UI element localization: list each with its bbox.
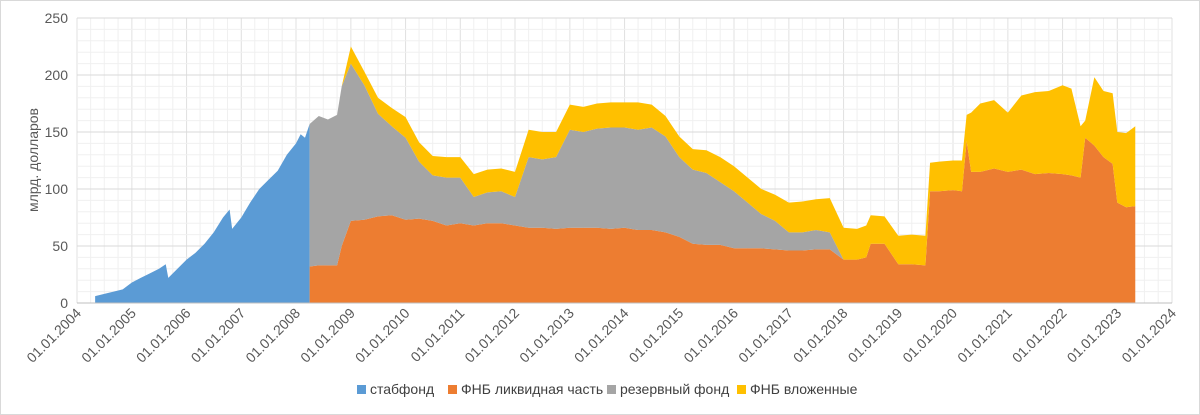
series-areas <box>95 46 1136 304</box>
y-axis-label: млрд. долларов <box>25 108 41 212</box>
x-tick-label: 01.01.2009 <box>297 305 358 366</box>
x-tick-label: 01.01.2007 <box>188 305 249 366</box>
x-tick-label: 01.01.2014 <box>571 305 632 366</box>
y-tick-label: 100 <box>45 181 69 197</box>
legend: стабфонд ФНБ ликвидная часть резервный фон… <box>357 381 858 397</box>
y-tick-label: 0 <box>60 295 68 311</box>
legend-label: стабфонд <box>370 381 434 397</box>
x-tick-label: 01.01.2016 <box>680 305 741 366</box>
area-fnb-liquid <box>309 137 1136 303</box>
x-tick-label: 01.01.2011 <box>407 305 467 365</box>
legend-swatch <box>737 385 746 394</box>
legend-swatch <box>357 385 366 394</box>
x-tick-label: 01.01.2020 <box>899 305 960 366</box>
legend-label: ФНБ вложенные <box>750 381 858 397</box>
x-tick-label: 01.01.2006 <box>133 305 194 366</box>
area-stabfond <box>95 124 310 304</box>
x-tick-label: 01.01.2008 <box>242 305 303 366</box>
x-tick-label: 01.01.2015 <box>626 305 687 366</box>
area-fnb-invested <box>309 46 1136 266</box>
x-tick-label: 01.01.2021 <box>954 305 1015 366</box>
legend-swatch <box>448 385 457 394</box>
x-tick-label: 01.01.2024 <box>1118 305 1179 366</box>
x-tick-labels: 01.01.200401.01.200501.01.200601.01.2007… <box>23 305 1179 366</box>
y-tick-label: 50 <box>52 238 68 254</box>
x-tick-label: 01.01.2018 <box>790 305 851 366</box>
x-tick-label: 01.01.2012 <box>461 305 522 366</box>
legend-label: резервный фонд <box>620 381 729 397</box>
x-tick-label: 01.01.2022 <box>1009 305 1070 366</box>
y-tick-label: 200 <box>45 67 69 83</box>
y-tick-labels: 0 50 100 150 200 250 <box>45 10 69 311</box>
x-tick-label: 01.01.2004 <box>23 305 84 366</box>
x-tick-label: 01.01.2017 <box>735 305 796 366</box>
x-tick-label: 01.01.2005 <box>78 305 139 366</box>
legend-swatch <box>607 385 616 394</box>
area-reserve-fund <box>309 63 1136 267</box>
y-tick-label: 150 <box>45 124 69 140</box>
legend-label: ФНБ ликвидная часть <box>461 381 603 397</box>
x-tick-label: 01.01.2023 <box>1064 305 1125 366</box>
x-tick-label: 01.01.2010 <box>352 305 413 366</box>
y-tick-label: 250 <box>45 10 69 26</box>
x-tick-label: 01.01.2019 <box>845 305 906 366</box>
x-tick-label: 01.01.2013 <box>516 305 577 366</box>
